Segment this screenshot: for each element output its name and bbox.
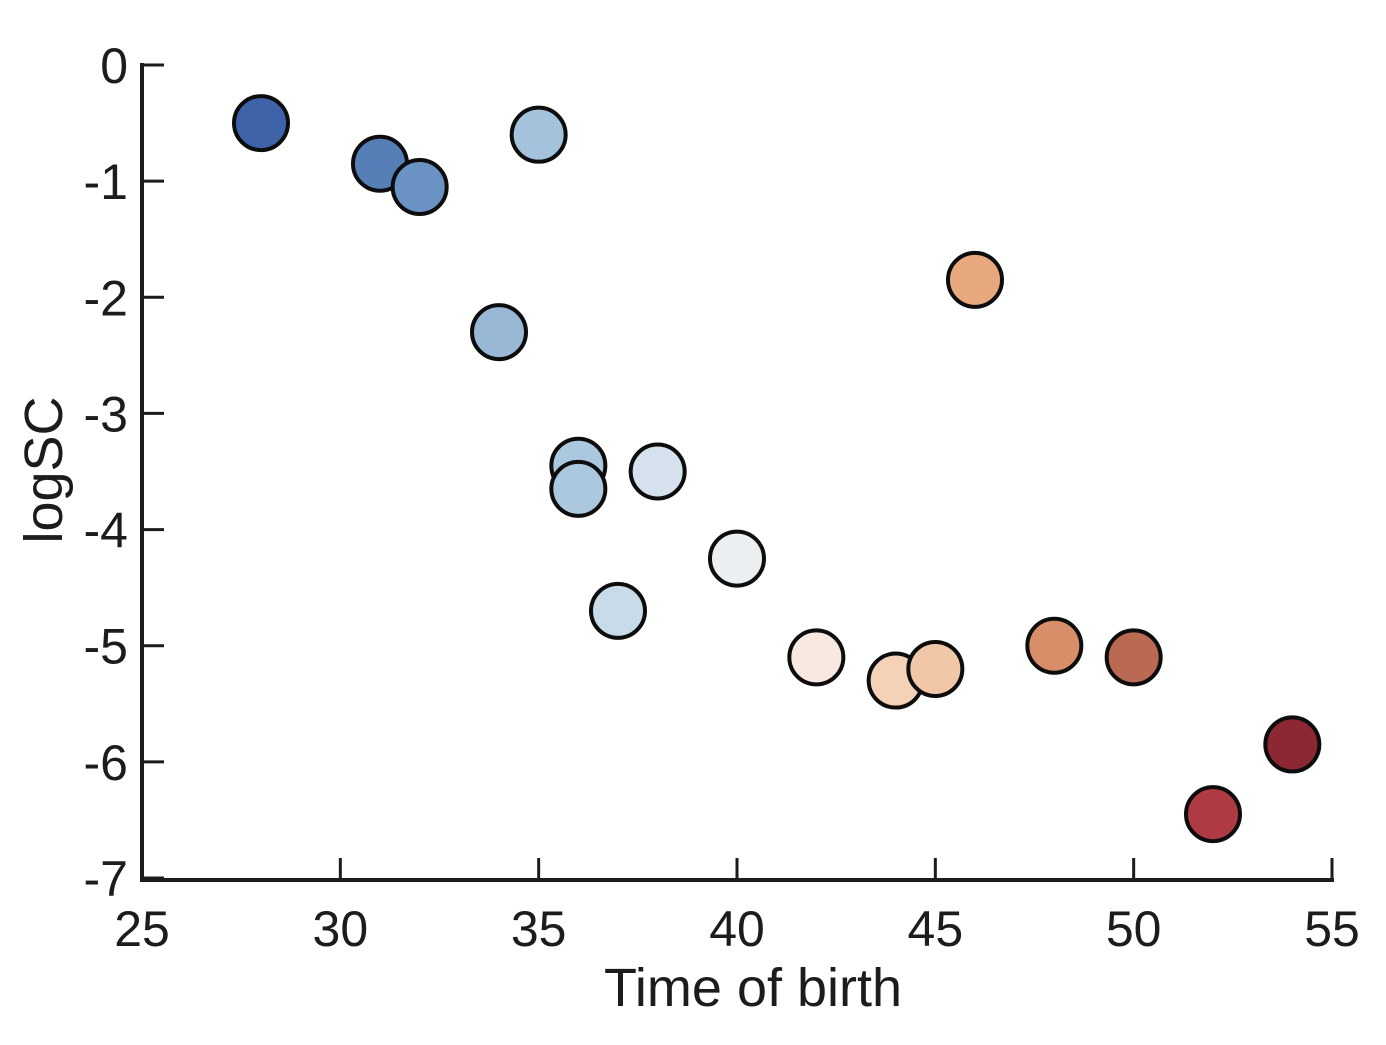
x-tick-label: 55	[1304, 901, 1360, 957]
data-point	[390, 157, 449, 216]
data-point	[1025, 616, 1084, 675]
data-points	[232, 94, 1322, 844]
x-tick-label: 40	[709, 901, 765, 957]
y-tick-label: -3	[84, 386, 128, 442]
data-point	[1263, 715, 1322, 774]
data-point	[906, 639, 965, 698]
x-tick-label: 35	[511, 901, 567, 957]
y-tick-label: -1	[84, 154, 128, 210]
x-tick-label: 25	[114, 901, 170, 957]
y-tick-label: -7	[84, 851, 128, 907]
x-axis-title: Time of birth	[604, 958, 902, 1018]
data-point	[1104, 628, 1163, 687]
x-tick-label: 30	[313, 901, 369, 957]
axes: 25 30 35 40 45 50 55 0 -1 -2 -3 -4 -5 -6 -7	[84, 38, 1360, 957]
x-tick-label: 45	[908, 901, 964, 957]
x-ticks: 25 30 35 40 45 50 55	[114, 858, 1360, 957]
y-tick-label: 0	[100, 38, 128, 94]
data-point	[1184, 785, 1242, 844]
data-point	[232, 94, 290, 153]
data-point	[589, 581, 647, 640]
y-ticks: 0 -1 -2 -3 -4 -5 -6 -7	[84, 38, 164, 907]
y-tick-label: -4	[84, 503, 128, 559]
data-point	[509, 105, 568, 164]
data-point	[708, 529, 766, 588]
data-point	[470, 303, 528, 362]
y-tick-label: -5	[84, 619, 128, 675]
y-tick-label: -6	[84, 735, 128, 791]
data-point	[628, 442, 687, 501]
y-tick-label: -2	[84, 270, 128, 326]
x-tick-label: 50	[1106, 901, 1162, 957]
data-point	[787, 628, 846, 687]
data-point	[549, 459, 608, 518]
data-point	[946, 250, 1004, 309]
y-axis-title: logSC	[14, 396, 74, 543]
